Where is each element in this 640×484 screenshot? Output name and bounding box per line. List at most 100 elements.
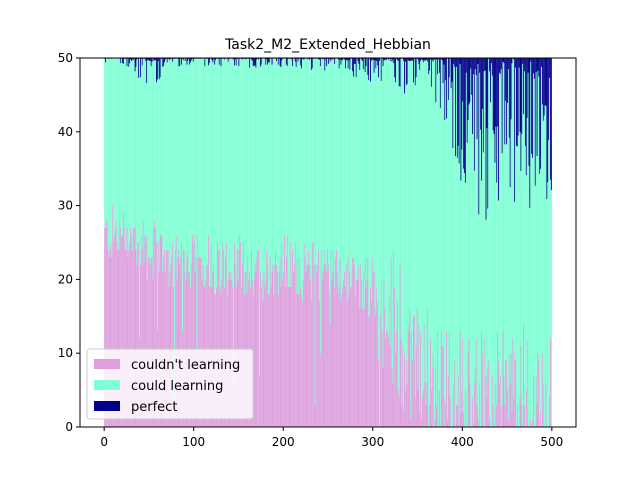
bar-segment-perfect <box>543 58 545 116</box>
bar-segment-couldnt <box>324 249 326 427</box>
bar-segment-perfect <box>393 58 395 64</box>
bar-segment-could <box>335 58 337 258</box>
bar-segment-perfect <box>158 58 160 80</box>
bar-segment-perfect <box>138 58 140 78</box>
bar-segment-perfect <box>378 58 380 78</box>
bar-segment-could <box>157 60 159 243</box>
bar-segment-could <box>216 58 218 243</box>
bar-segment-perfect <box>457 58 459 146</box>
bar-segment-could <box>515 67 517 361</box>
bar-segment-couldnt <box>369 316 371 427</box>
bar-segment-perfect <box>463 58 465 169</box>
bar-segment-couldnt <box>307 264 309 427</box>
bar-segment-couldnt <box>441 345 443 427</box>
bar-segment-couldnt <box>499 382 500 427</box>
bar-segment-couldnt <box>318 249 320 427</box>
bar-segment-could <box>108 58 110 258</box>
bar-segment-couldnt <box>125 249 127 427</box>
bar-segment-could <box>401 58 403 405</box>
bar-segment-couldnt <box>294 242 296 427</box>
bar-segment-could <box>209 58 211 287</box>
bar-segment-perfect <box>524 58 525 72</box>
bar-segment-perfect <box>486 58 488 129</box>
bar-segment-could <box>480 129 482 427</box>
bar-segment-couldnt <box>457 375 459 427</box>
bar-segment-couldnt <box>437 331 439 427</box>
bar-segment-couldnt <box>393 249 395 427</box>
bar-segment-perfect <box>546 58 548 199</box>
bar-segment-could <box>462 101 464 339</box>
bar-segment-could <box>435 102 437 368</box>
bar-segment-could <box>252 66 254 295</box>
bar-segment-perfect <box>145 58 147 61</box>
bar-segment-could <box>546 198 548 427</box>
bar-segment-perfect <box>375 58 377 69</box>
bar-segment-couldnt <box>200 257 202 427</box>
bar-segment-could <box>134 71 136 228</box>
bar-segment-could <box>524 71 525 405</box>
bar-segment-couldnt <box>285 286 286 427</box>
bar-segment-perfect <box>509 58 511 188</box>
bar-segment-couldnt <box>242 264 243 427</box>
bar-segment-couldnt <box>426 382 428 427</box>
bar-segment-could <box>453 63 455 383</box>
bar-segment-could <box>137 58 139 243</box>
bar-segment-couldnt <box>460 412 462 427</box>
bar-segment-could <box>461 149 463 391</box>
bar-segment-could <box>377 65 379 302</box>
bar-segment-could <box>317 58 319 265</box>
bar-segment-perfect <box>334 58 336 64</box>
bar-segment-perfect <box>424 58 426 61</box>
bar-segment-couldnt <box>164 249 166 427</box>
bar-segment-couldnt <box>179 264 181 427</box>
bar-segment-perfect <box>415 58 417 78</box>
bar-segment-perfect <box>294 58 296 62</box>
bar-segment-could <box>253 66 255 280</box>
bar-segment-couldnt <box>427 308 429 427</box>
bar-segment-perfect <box>420 58 422 61</box>
bar-segment-perfect <box>501 58 503 154</box>
bar-segment-couldnt <box>217 249 219 427</box>
bar-segment-perfect <box>384 58 386 61</box>
bar-segment-perfect <box>279 58 281 67</box>
bar-segment-couldnt <box>512 338 514 427</box>
bar-segment-could <box>544 105 546 428</box>
bar-segment-could <box>533 73 534 376</box>
bar-segment-could <box>469 102 471 383</box>
bar-segment-could <box>518 67 520 428</box>
bar-segment-could <box>456 157 458 405</box>
bar-segment-couldnt <box>523 323 525 427</box>
bar-segment-couldnt <box>154 220 156 427</box>
bar-segment-couldnt <box>314 404 316 427</box>
bar-segment-couldnt <box>331 279 333 427</box>
bar-segment-could <box>447 58 448 420</box>
bar-segment-could <box>206 58 208 265</box>
bar-segment-could <box>550 190 552 427</box>
bar-segment-could <box>497 126 499 332</box>
bar-segment-perfect <box>419 58 421 70</box>
bar-segment-perfect <box>464 58 465 174</box>
bar-segment-couldnt <box>463 412 465 427</box>
bar-segment-could <box>345 68 346 287</box>
bar-segment-could <box>503 63 505 376</box>
bar-segment-couldnt <box>445 404 447 427</box>
bar-segment-couldnt <box>429 404 431 427</box>
bar-segment-could <box>221 58 223 280</box>
bar-segment-perfect <box>502 58 504 62</box>
bar-segment-perfect <box>422 58 424 63</box>
bar-segment-perfect <box>421 58 423 60</box>
bar-segment-could <box>519 131 521 398</box>
bar-segment-could <box>379 60 380 428</box>
bar-segment-couldnt <box>266 249 268 427</box>
bar-segment-couldnt <box>507 390 508 427</box>
bar-segment-perfect <box>258 58 260 60</box>
bar-segment-could <box>322 59 324 273</box>
bar-segment-could <box>202 58 204 265</box>
bar-segment-could <box>349 69 351 273</box>
bar-segment-could <box>238 66 240 250</box>
bar-segment-could <box>150 66 152 258</box>
bar-segment-perfect <box>345 58 347 61</box>
bar-segment-could <box>230 58 232 273</box>
bar-segment-could <box>249 67 251 273</box>
bar-segment-couldnt <box>323 264 325 427</box>
